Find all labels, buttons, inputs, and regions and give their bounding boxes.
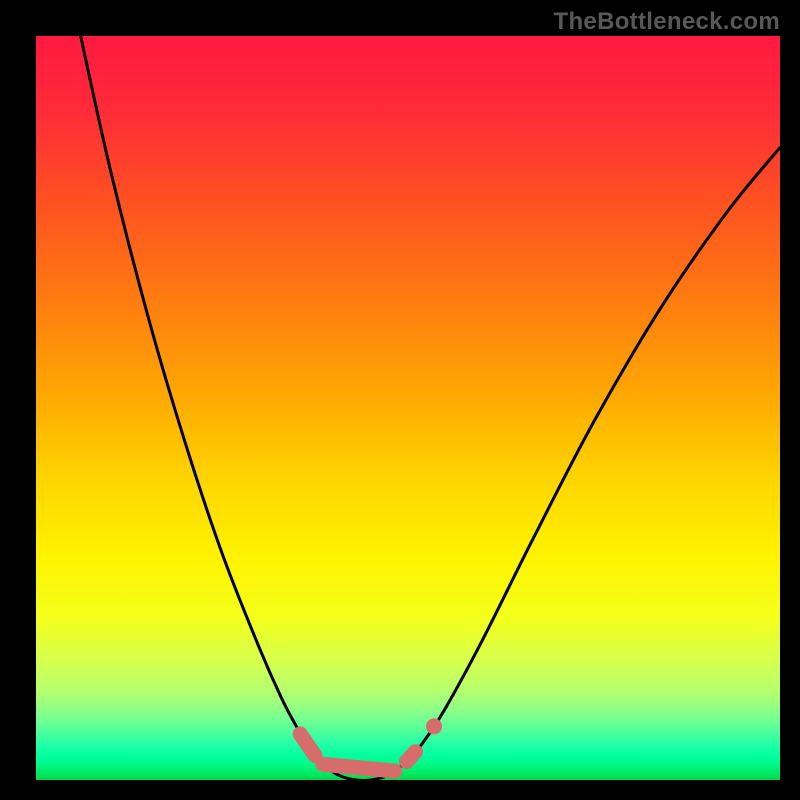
watermark-label: TheBottleneck.com <box>554 8 780 36</box>
plot-background <box>36 36 780 780</box>
bottleneck-chart <box>0 0 800 800</box>
